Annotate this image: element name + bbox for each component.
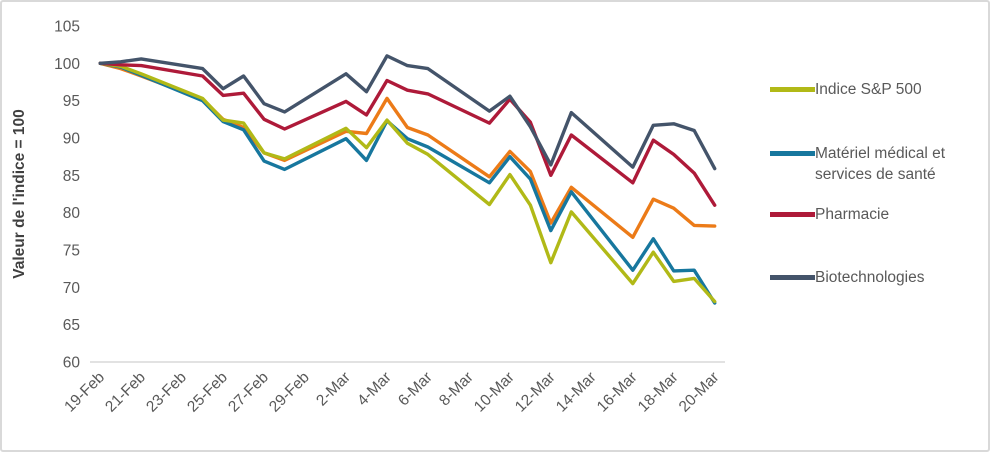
legend-label-materiel-medical: Matériel médical et services de santé: [815, 145, 946, 183]
legend-swatch-biotechnologies: [770, 275, 815, 280]
legend-entry-pharmacie: Pharmacie: [770, 204, 889, 225]
x-tick-label: 6-Mar: [395, 369, 436, 410]
x-tick-label: 12-Mar: [512, 369, 559, 416]
y-tick-label: 100: [54, 56, 80, 73]
y-tick-label: 105: [54, 19, 80, 36]
y-tick-label: 65: [63, 317, 80, 334]
x-tick-label: 27-Feb: [225, 369, 272, 416]
legend-entry-materiel-medical: Matériel médical et services de santé: [770, 143, 983, 185]
x-tick-label: 2-Mar: [313, 369, 354, 410]
y-tick-label: 85: [63, 168, 80, 185]
legend-label-sp500: Indice S&P 500: [815, 81, 922, 98]
x-tick-label: 21-Feb: [102, 369, 149, 416]
y-tick-label: 90: [63, 131, 81, 148]
x-tick-label: 10-Mar: [471, 369, 518, 416]
series-line-pharmacie: [98, 61, 717, 207]
y-tick-label: 60: [63, 355, 81, 372]
x-tick-label: 4-Mar: [354, 369, 395, 410]
x-tick-label: 20-Mar: [676, 369, 723, 416]
series-line-indice-s-p-500: [98, 61, 717, 304]
legend-swatch-sp500: [770, 87, 815, 92]
y-tick-label: 75: [63, 243, 80, 260]
legend-swatch-pharmacie: [770, 212, 815, 217]
x-tick-label: 18-Mar: [635, 369, 682, 416]
y-axis-title: Valeur de l'indice = 100: [11, 109, 28, 279]
y-tick-label: 95: [63, 93, 80, 110]
chart-canvas: 105 100 95 90 85 80 75 70 65 60 Valeur de l'indice…: [11, 19, 725, 416]
chart-legend: Indice S&P 500 Matériel médical et servi…: [765, 2, 985, 450]
legend-label-biotechnologies: Biotechnologies: [815, 269, 925, 286]
x-tick-label: 16-Mar: [594, 369, 641, 416]
legend-entry-biotechnologies: Biotechnologies: [770, 267, 924, 288]
series-line-mat-riel-m-dical-et-services-de-sant-: [98, 61, 717, 305]
legend-entry-sp500: Indice S&P 500: [770, 79, 922, 100]
x-tick-label: 14-Mar: [553, 369, 600, 416]
legend-label-pharmacie: Pharmacie: [815, 206, 890, 223]
x-tick-label: 29-Feb: [266, 369, 313, 416]
x-tick-label: 25-Feb: [184, 369, 231, 416]
y-tick-label: 80: [63, 205, 81, 222]
series-line-biotechnologies: [98, 54, 717, 171]
y-tick-label: 70: [63, 280, 81, 297]
x-tick-label: 19-Feb: [61, 369, 108, 416]
x-tick-label: 23-Feb: [143, 369, 190, 416]
legend-swatch-materiel-medical: [770, 151, 815, 156]
